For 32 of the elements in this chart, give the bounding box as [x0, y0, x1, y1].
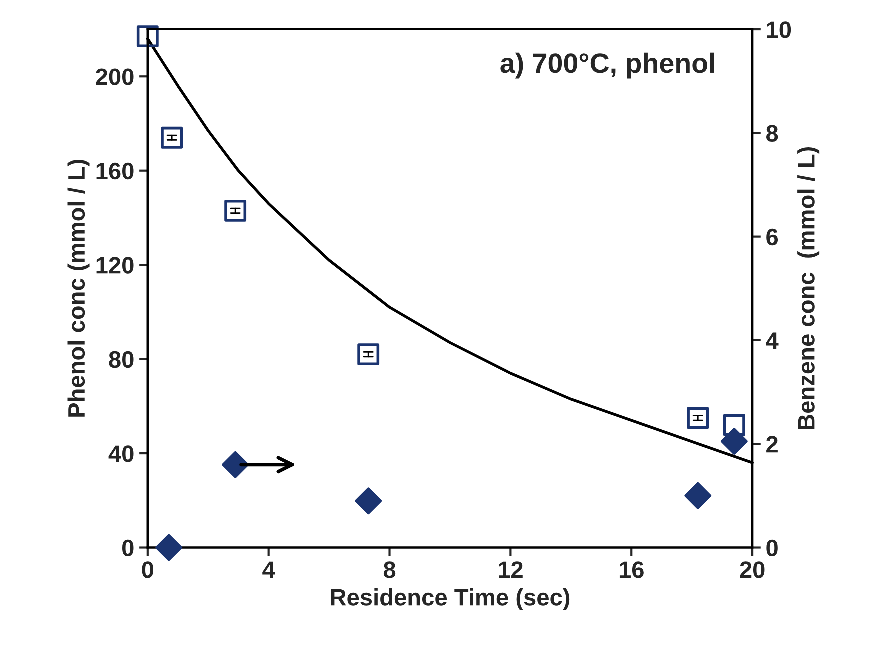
point: [355, 488, 382, 515]
y2-tick-label: 2: [766, 436, 778, 453]
y-axis-title: Phenol conc (mmol / L): [68, 160, 90, 417]
y-tick-label: 120: [96, 257, 134, 274]
y2-tick-label: 10: [767, 22, 792, 38]
x-axis-title: Residence Time (sec): [331, 588, 570, 611]
y2-tick-label: 6: [766, 228, 778, 246]
y-tick-label: 200: [96, 68, 134, 86]
x-tick-label: 12: [499, 562, 523, 578]
y2-tick-label: 0: [766, 540, 778, 557]
y-tick-label: 0: [122, 540, 134, 557]
point: [156, 534, 182, 562]
point: [136, 26, 159, 48]
point: [687, 407, 710, 430]
y-tick-label: 80: [109, 351, 134, 368]
y2-axis-title: Benzene conc (mmol / L): [798, 147, 820, 430]
point: [222, 451, 249, 478]
y2-tick-label: 8: [766, 125, 778, 142]
text: a) 700°C, phenol: [500, 52, 714, 79]
y2-tick-label: 4: [766, 332, 779, 350]
x-tick-label: 20: [740, 562, 765, 578]
x-tick-label: 8: [384, 562, 396, 578]
y-tick-label: 160: [96, 162, 134, 180]
x-tick-label: 16: [620, 562, 644, 578]
point: [224, 200, 247, 222]
point: [720, 428, 748, 455]
y-tick-label: 40: [108, 446, 134, 462]
point: [358, 344, 380, 366]
point: [684, 482, 712, 510]
x-tick-label: 0: [142, 562, 154, 578]
point: [161, 126, 184, 149]
x-tick-label: 4: [262, 562, 276, 578]
